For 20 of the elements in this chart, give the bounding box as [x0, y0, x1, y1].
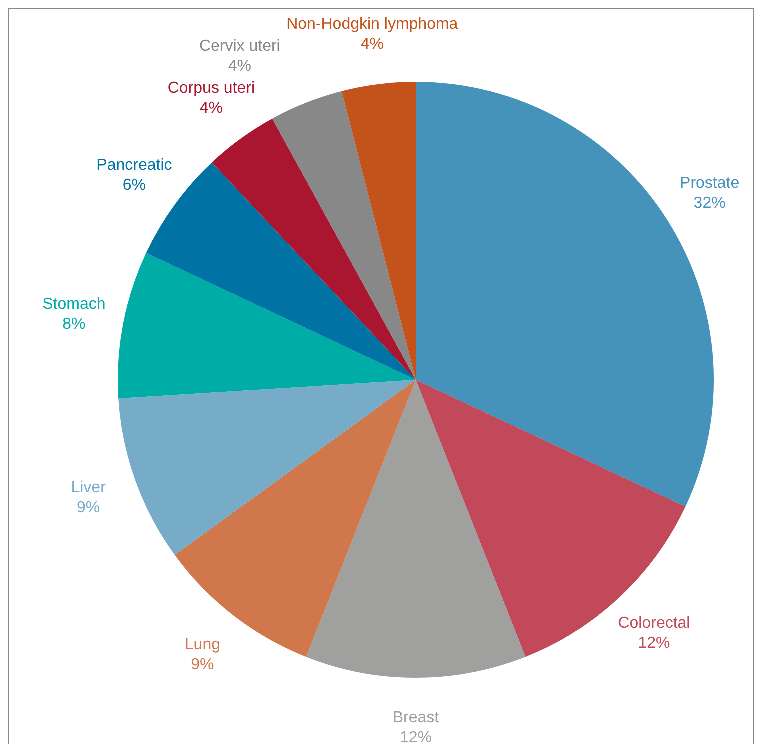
slice-label: Colorectal — [618, 615, 690, 632]
data-label: 9% — [191, 656, 214, 674]
slice-label: Prostate — [680, 174, 740, 192]
slice-label: Corpus uteri — [168, 80, 256, 97]
data-label: 8% — [62, 316, 86, 334]
slice-label: Breast — [392, 709, 440, 726]
data-label: 4% — [360, 36, 384, 54]
slice-label: Stomach — [42, 296, 106, 314]
data-label: 9% — [77, 499, 100, 516]
slice-label: Non-Hodgkin lymphoma — [286, 16, 458, 34]
slice-label: Lung — [184, 636, 221, 654]
data-label: 4% — [200, 100, 224, 117]
slice-label: Pancreatic — [96, 156, 172, 174]
data-label: 32% — [694, 194, 726, 212]
data-label: 12% — [400, 729, 432, 744]
slice-label: Cervix uteri — [199, 38, 280, 55]
slice-label: Liver — [71, 479, 107, 496]
data-label: 4% — [228, 58, 252, 75]
data-label: 12% — [638, 635, 670, 652]
data-label: 6% — [122, 176, 146, 194]
